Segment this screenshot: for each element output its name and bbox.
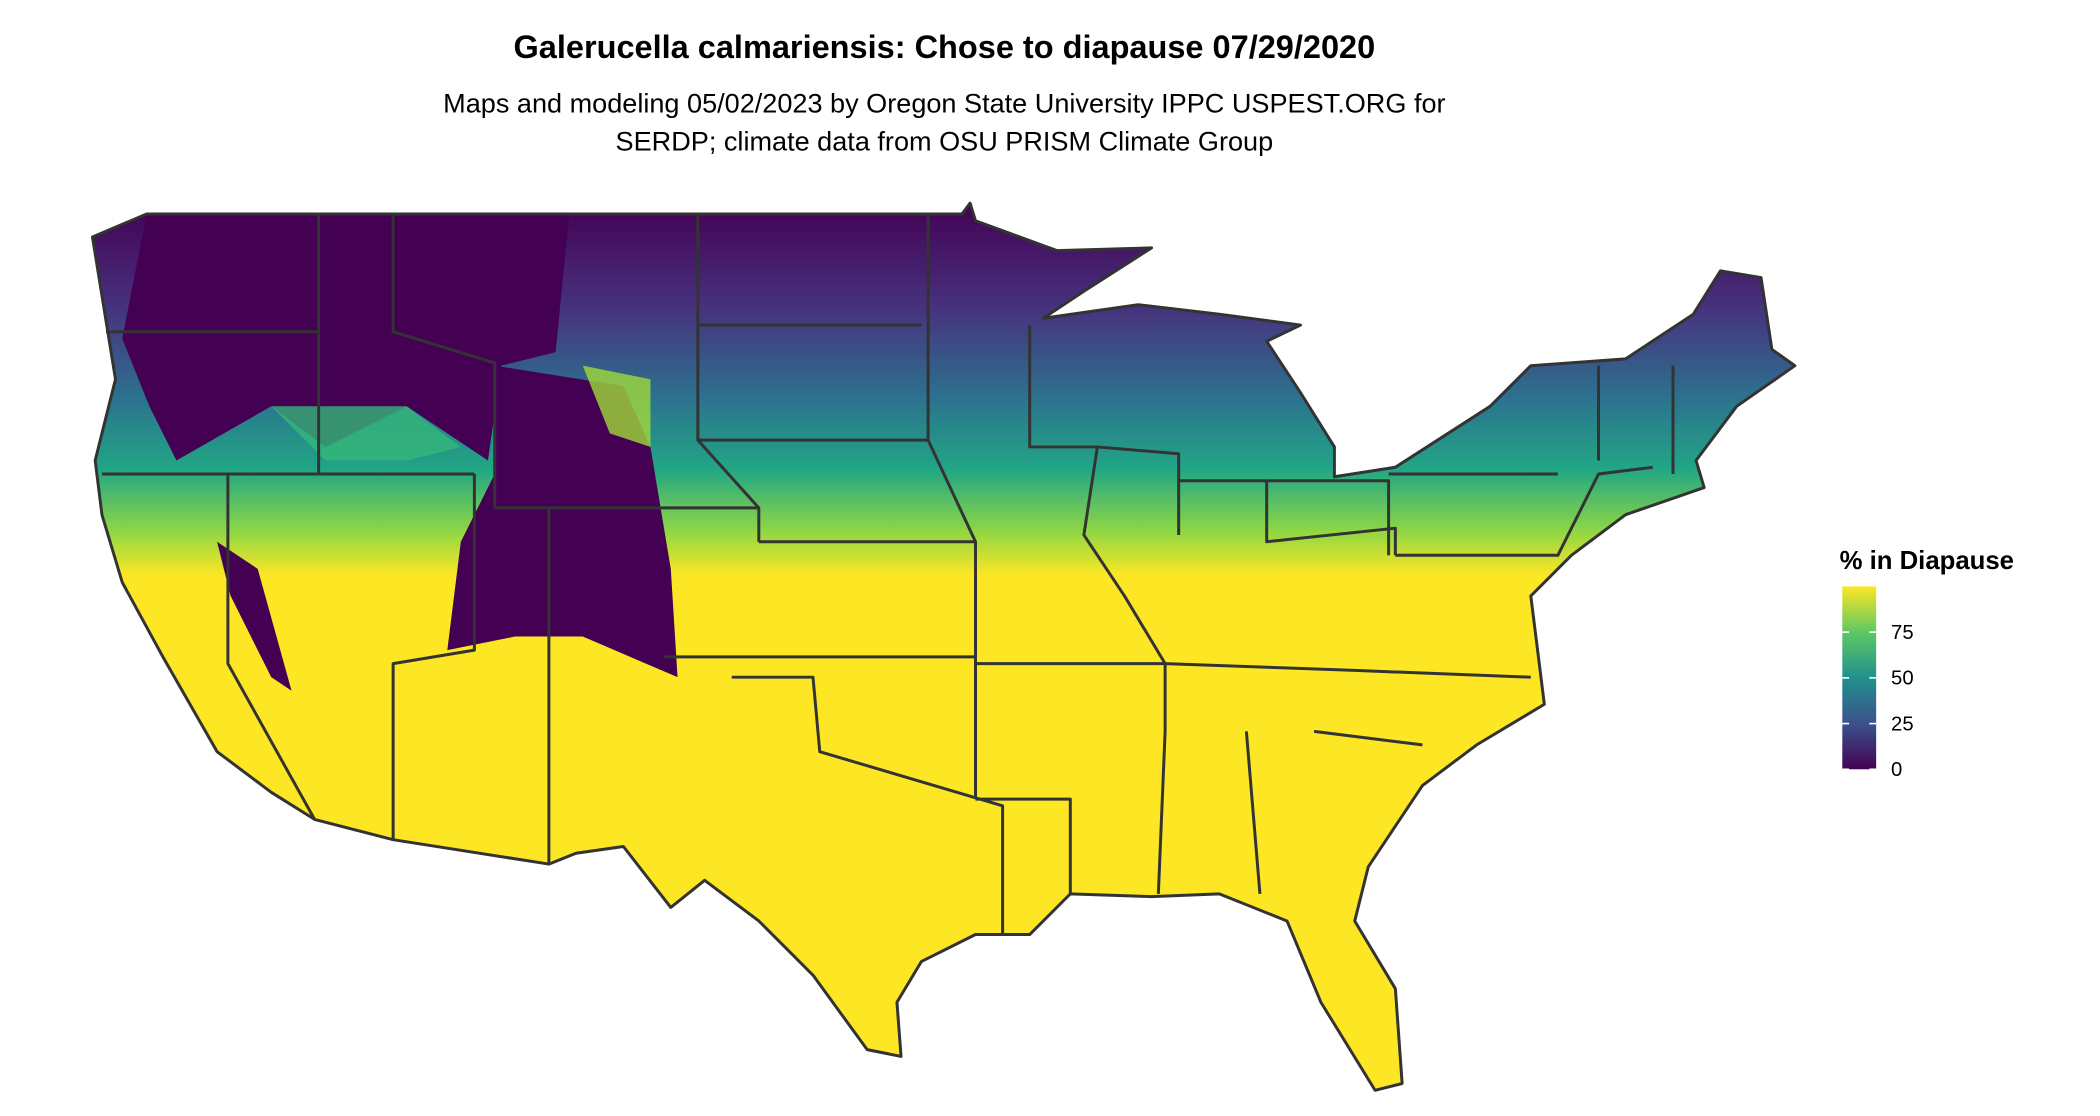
map-subtitle: SERDP; climate data from OSU PRISM Clima… — [616, 125, 1274, 156]
state-borders — [101, 213, 1675, 935]
tick-label: 75 — [1891, 622, 1914, 644]
country-border — [90, 201, 1797, 1092]
sierra — [217, 541, 292, 691]
map-subtitle: Maps and modeling 05/02/2023 by Oregon S… — [443, 87, 1445, 118]
rockies-co — [447, 365, 678, 678]
tick-label: 0 — [1891, 759, 1902, 781]
colorbar-ticks: 0 25 50 75 — [1842, 622, 1914, 781]
rockies-low — [122, 213, 570, 461]
tick-label: 25 — [1891, 713, 1914, 735]
tick-label: 50 — [1891, 668, 1914, 690]
basin — [582, 365, 651, 447]
map-title: Galerucella calmariensis: Chose to diapa… — [514, 29, 1376, 65]
us-map — [90, 201, 1797, 1092]
legend-title: % in Diapause — [1840, 547, 2014, 575]
